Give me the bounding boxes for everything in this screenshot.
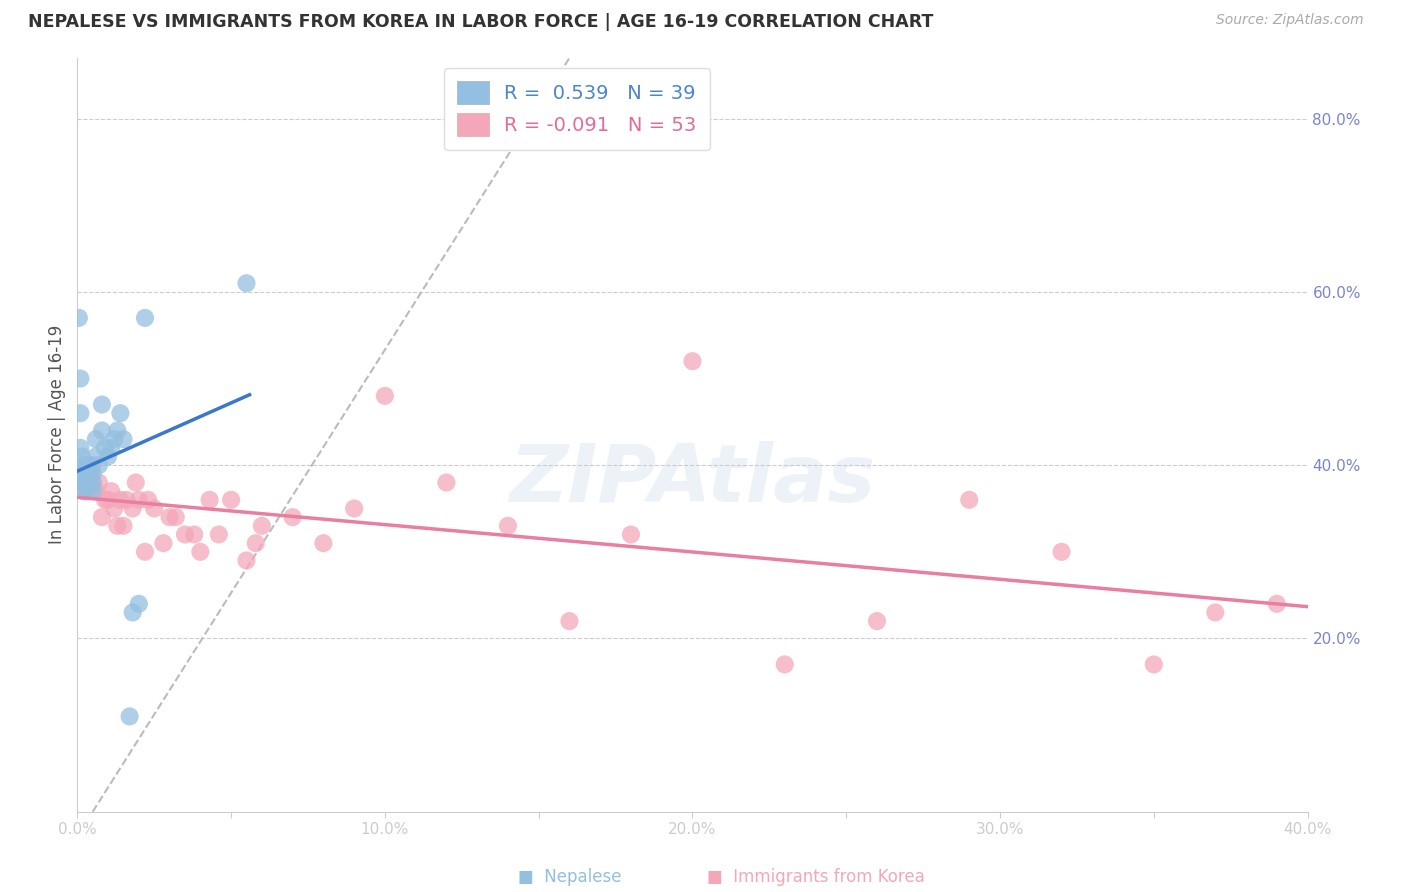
Point [79, 467, 101, 481]
Point [105, 518, 128, 533]
Point [343, 501, 366, 516]
Point [69, 467, 91, 481]
Point [281, 510, 304, 524]
Point [82, 467, 104, 481]
Point [69, 441, 91, 455]
Point [72, 484, 94, 499]
Text: ZIPAtlas: ZIPAtlas [509, 441, 876, 519]
Point [121, 501, 143, 516]
Point [1143, 657, 1166, 672]
Point [72, 458, 94, 472]
Point [118, 709, 141, 723]
Point [1265, 597, 1288, 611]
Point [84, 484, 107, 499]
Y-axis label: In Labor Force | Age 16-19: In Labor Force | Age 16-19 [48, 326, 66, 544]
Point [188, 545, 212, 559]
Point [1050, 545, 1073, 559]
Point [198, 492, 221, 507]
Point [76, 484, 98, 499]
Point [97, 450, 120, 464]
Point [250, 518, 273, 533]
Point [76, 458, 98, 472]
Point [773, 657, 796, 672]
Point [82, 475, 104, 490]
Point [165, 510, 187, 524]
Point [112, 518, 135, 533]
Text: Source: ZipAtlas.com: Source: ZipAtlas.com [1216, 13, 1364, 28]
Point [82, 475, 104, 490]
Point [76, 475, 98, 490]
Point [682, 354, 704, 368]
Point [87, 475, 110, 490]
Point [121, 606, 143, 620]
Point [957, 492, 980, 507]
Point [312, 536, 335, 550]
Point [374, 389, 396, 403]
Point [103, 501, 125, 516]
Point [84, 450, 107, 464]
Text: ■  Nepalese: ■ Nepalese [517, 868, 621, 887]
Point [134, 310, 156, 325]
Point [125, 475, 148, 490]
Point [1204, 606, 1226, 620]
Point [90, 398, 114, 412]
Point [69, 371, 91, 385]
Point [69, 406, 91, 420]
Point [73, 475, 96, 490]
Point [72, 467, 94, 481]
Point [159, 510, 181, 524]
Point [90, 510, 114, 524]
Point [152, 536, 174, 550]
Point [76, 475, 98, 490]
Point [72, 475, 94, 490]
Point [70, 450, 93, 464]
Point [110, 406, 132, 420]
Point [79, 467, 101, 481]
Point [94, 492, 117, 507]
Point [82, 484, 104, 499]
Point [103, 432, 125, 446]
Point [866, 614, 889, 628]
Text: NEPALESE VS IMMIGRANTS FROM KOREA IN LABOR FORCE | AGE 16-19 CORRELATION CHART: NEPALESE VS IMMIGRANTS FROM KOREA IN LAB… [28, 13, 934, 31]
Point [76, 467, 98, 481]
Point [235, 277, 257, 291]
Point [134, 545, 156, 559]
Point [208, 527, 231, 541]
Point [94, 441, 117, 455]
Point [97, 492, 120, 507]
Point [115, 492, 138, 507]
Point [79, 475, 101, 490]
Point [90, 424, 114, 438]
Point [558, 614, 581, 628]
Point [76, 484, 98, 499]
Text: ■  Immigrants from Korea: ■ Immigrants from Korea [707, 868, 924, 887]
Point [72, 475, 94, 490]
Point [436, 475, 458, 490]
Point [105, 424, 128, 438]
Point [110, 492, 132, 507]
Legend: R =  0.539   N = 39, R = -0.091   N = 53: R = 0.539 N = 39, R = -0.091 N = 53 [444, 68, 710, 150]
Point [100, 441, 122, 455]
Point [174, 527, 197, 541]
Point [245, 536, 267, 550]
Point [136, 492, 159, 507]
Point [82, 458, 104, 472]
Point [183, 527, 205, 541]
Point [76, 458, 98, 472]
Point [496, 518, 519, 533]
Point [79, 458, 101, 472]
Point [112, 432, 135, 446]
Point [620, 527, 643, 541]
Point [128, 597, 150, 611]
Point [128, 492, 150, 507]
Point [79, 484, 101, 499]
Point [100, 484, 122, 499]
Point [84, 432, 107, 446]
Point [219, 492, 242, 507]
Point [143, 501, 166, 516]
Point [87, 458, 110, 472]
Point [67, 310, 90, 325]
Point [235, 553, 257, 567]
Point [70, 467, 93, 481]
